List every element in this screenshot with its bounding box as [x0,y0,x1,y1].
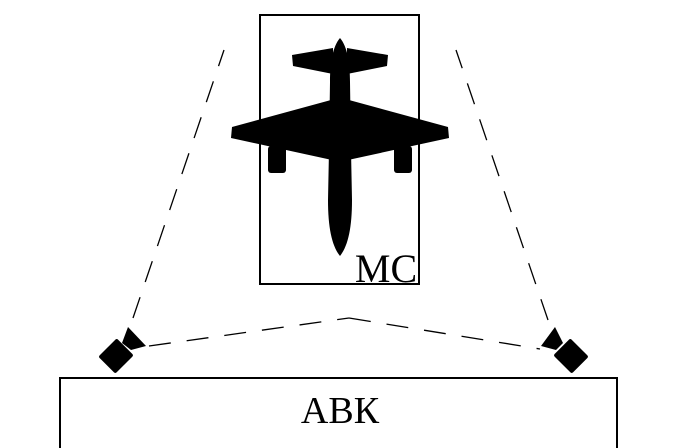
building-box [59,377,618,448]
right-camera-view-line-inner [348,317,541,350]
aircraft-stand-box [259,14,420,285]
right-camera-view-line-outer [455,49,549,321]
stand-label: МС [355,246,417,291]
left-camera-view-line-outer [132,49,225,319]
camera-view-lines [132,49,549,350]
airplane-icon [231,38,449,256]
building-label: АВК [301,390,380,432]
camera-icon [541,327,588,373]
camera-icon [99,327,146,373]
left-camera-view-line-inner [148,317,350,347]
